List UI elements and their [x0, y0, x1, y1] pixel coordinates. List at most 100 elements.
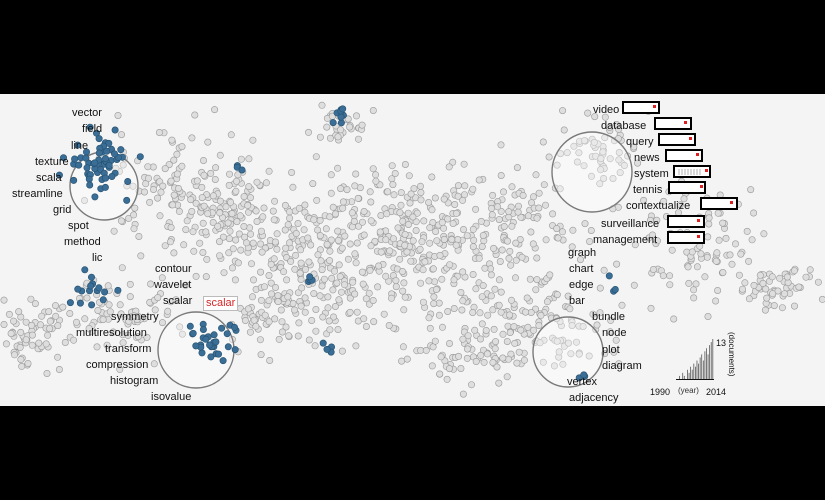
- document-point[interactable]: [168, 136, 176, 144]
- document-point[interactable]: [16, 343, 24, 351]
- keyword-histogram[interactable]: histogram: [110, 375, 159, 387]
- document-point[interactable]: [157, 188, 165, 196]
- document-point[interactable]: [261, 311, 269, 319]
- document-point[interactable]: [388, 162, 396, 170]
- document-point[interactable]: [307, 241, 315, 249]
- document-point[interactable]: [491, 345, 499, 353]
- document-point[interactable]: [497, 172, 505, 180]
- document-point[interactable]: [463, 354, 471, 362]
- document-point[interactable]: [460, 160, 468, 168]
- document-point[interactable]: [318, 101, 326, 109]
- document-point[interactable]: [250, 316, 258, 324]
- document-point[interactable]: [371, 237, 379, 245]
- document-point[interactable]: [459, 297, 467, 305]
- keyword-query[interactable]: query: [626, 136, 654, 148]
- document-point[interactable]: [401, 241, 409, 249]
- document-point[interactable]: [253, 218, 261, 226]
- document-point[interactable]: [161, 165, 169, 173]
- document-point[interactable]: [209, 192, 217, 200]
- document-point[interactable]: [399, 287, 407, 295]
- document-point[interactable]: [714, 287, 722, 295]
- document-point[interactable]: [527, 228, 535, 236]
- keyword-chart[interactable]: chart: [569, 263, 594, 275]
- document-point[interactable]: [369, 297, 377, 305]
- document-point[interactable]: [216, 197, 224, 205]
- document-point[interactable]: [429, 265, 437, 273]
- document-point[interactable]: [164, 307, 172, 315]
- document-point[interactable]: [284, 221, 292, 229]
- document-point[interactable]: [46, 317, 54, 325]
- document-point[interactable]: [564, 292, 572, 300]
- document-point[interactable]: [484, 311, 492, 319]
- document-point[interactable]: [352, 259, 360, 267]
- document-point[interactable]: [173, 150, 181, 158]
- document-point[interactable]: [467, 381, 475, 389]
- document-point[interactable]: [22, 336, 30, 344]
- document-point[interactable]: [512, 239, 520, 247]
- selected-document-point[interactable]: [102, 154, 110, 162]
- document-point[interactable]: [265, 167, 273, 175]
- document-point[interactable]: [763, 294, 771, 302]
- document-point[interactable]: [430, 300, 438, 308]
- document-point[interactable]: [116, 301, 124, 309]
- document-point[interactable]: [613, 120, 621, 128]
- document-point[interactable]: [204, 138, 212, 146]
- document-point[interactable]: [352, 112, 360, 120]
- selected-document-point[interactable]: [339, 105, 347, 113]
- document-point[interactable]: [228, 210, 236, 218]
- document-point[interactable]: [45, 308, 53, 316]
- document-point[interactable]: [222, 203, 230, 211]
- document-point[interactable]: [237, 246, 245, 254]
- selected-document-point[interactable]: [75, 161, 83, 169]
- document-point[interactable]: [431, 194, 439, 202]
- document-point[interactable]: [337, 126, 345, 134]
- document-point[interactable]: [280, 268, 288, 276]
- document-point[interactable]: [446, 261, 454, 269]
- document-point[interactable]: [477, 351, 485, 359]
- document-point[interactable]: [85, 325, 93, 333]
- document-point[interactable]: [348, 209, 356, 217]
- document-point[interactable]: [145, 174, 153, 182]
- document-point[interactable]: [265, 297, 273, 305]
- document-point[interactable]: [316, 216, 324, 224]
- document-point[interactable]: [257, 240, 265, 248]
- document-point[interactable]: [704, 313, 712, 321]
- document-point[interactable]: [483, 350, 491, 358]
- selected-document-point[interactable]: [95, 284, 103, 292]
- keyword-vertex[interactable]: vertex: [567, 376, 597, 388]
- document-point[interactable]: [524, 212, 532, 220]
- document-point[interactable]: [500, 223, 508, 231]
- document-point[interactable]: [273, 245, 281, 253]
- document-point[interactable]: [341, 232, 349, 240]
- document-point[interactable]: [499, 330, 507, 338]
- document-point[interactable]: [493, 363, 501, 371]
- document-point[interactable]: [252, 322, 260, 330]
- selected-document-point[interactable]: [329, 119, 337, 127]
- document-point[interactable]: [317, 257, 325, 265]
- keyword-line[interactable]: line: [71, 140, 89, 152]
- document-point[interactable]: [705, 214, 713, 222]
- document-point[interactable]: [438, 218, 446, 226]
- document-point[interactable]: [553, 161, 561, 169]
- document-point[interactable]: [469, 309, 477, 317]
- document-point[interactable]: [409, 237, 417, 245]
- document-point[interactable]: [597, 166, 605, 174]
- document-point[interactable]: [406, 199, 414, 207]
- document-point[interactable]: [225, 249, 233, 257]
- document-point[interactable]: [806, 266, 814, 274]
- document-point[interactable]: [290, 306, 298, 314]
- document-point[interactable]: [451, 201, 459, 209]
- selected-document-point[interactable]: [87, 282, 95, 290]
- document-point[interactable]: [591, 113, 599, 121]
- document-point[interactable]: [325, 317, 333, 325]
- keyword-field[interactable]: field: [82, 123, 103, 135]
- document-point[interactable]: [370, 318, 378, 326]
- document-point[interactable]: [259, 213, 267, 221]
- document-point[interactable]: [529, 326, 537, 334]
- document-point[interactable]: [337, 288, 345, 296]
- document-point[interactable]: [452, 241, 460, 249]
- document-point[interactable]: [294, 332, 302, 340]
- document-point[interactable]: [795, 283, 803, 291]
- keyword-map-canvas[interactable]: vector field line texture scala streamli…: [0, 94, 825, 406]
- document-point[interactable]: [382, 272, 390, 280]
